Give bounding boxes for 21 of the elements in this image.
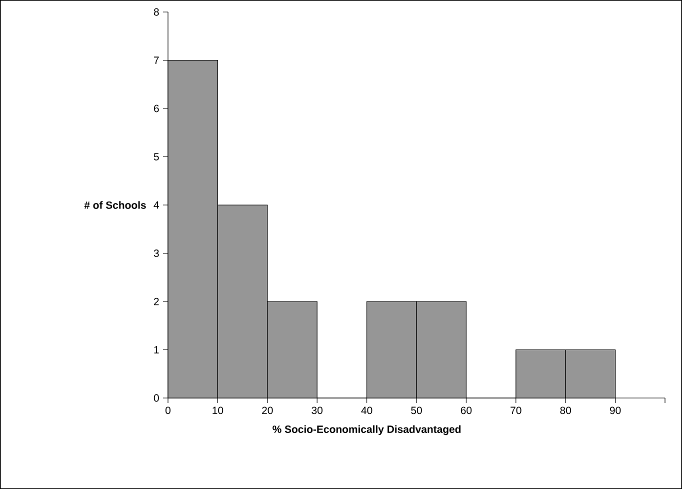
x-tick-label: 70: [510, 406, 522, 414]
y-tick-label: 0: [154, 394, 159, 402]
x-tick-label: 40: [361, 406, 372, 414]
y-tick-label: 3: [154, 250, 159, 257]
x-tick-label: 60: [460, 406, 472, 414]
x-tick-label: 30: [312, 406, 323, 414]
y-tick-label: 7: [154, 56, 159, 64]
x-tick-label: 10: [212, 406, 224, 414]
y-tick-label: 1: [154, 346, 159, 354]
y-tick-label: 8: [154, 8, 159, 16]
x-tick-label: 90: [610, 406, 621, 414]
y-tick-label: 5: [154, 153, 159, 160]
y-tick-label: 2: [154, 298, 159, 306]
y-tick-label: 4: [154, 201, 159, 209]
x-tick-label: 0: [165, 406, 170, 414]
x-axis-title: % Socio-Economically Disadvantaged: [272, 425, 461, 436]
x-tick-label: 20: [262, 406, 273, 414]
x-tick-label: 80: [560, 406, 572, 414]
y-tick-label: 6: [154, 104, 159, 112]
y-axis-title: # of Schools: [84, 201, 146, 209]
x-tick-label: 50: [411, 406, 422, 414]
